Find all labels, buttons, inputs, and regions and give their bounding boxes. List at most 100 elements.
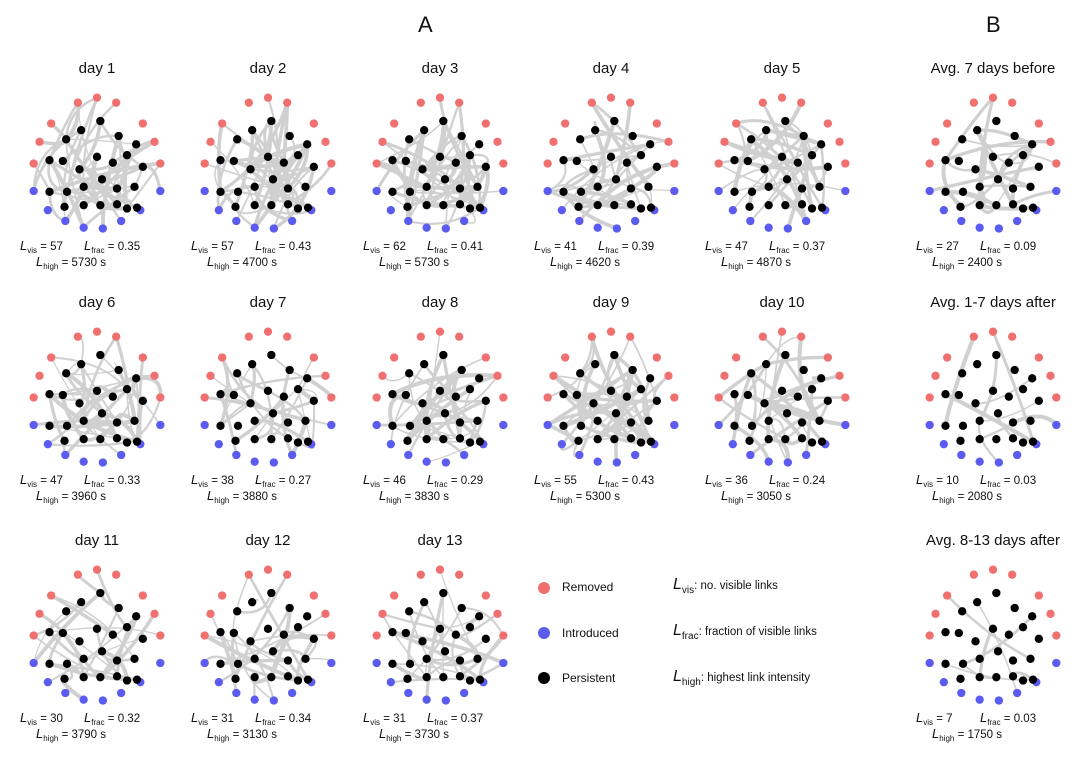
lhigh-stat: Lhigh = 4620 s [550,254,620,271]
lvis-stat: Lvis = 41 [534,238,577,255]
network-graph [697,320,867,470]
network-link [821,144,824,207]
persistent-node [234,188,242,196]
persistent-node [269,647,277,655]
persistent-node [730,188,738,196]
introduced-node [460,217,468,225]
network-link [140,401,143,444]
persistent-node [589,399,597,407]
removed-node [156,159,164,167]
introduced-node [30,659,38,667]
persistent-node [973,126,981,134]
introduced-node [270,458,278,466]
persistent-node [482,635,490,643]
persistent-node [941,422,949,430]
introduced-node [44,678,52,686]
lvis-stat: Lvis = 31 [191,710,234,727]
introduced-node [940,440,948,448]
removed-node [1008,571,1016,579]
persistent-node [423,201,431,209]
introduced-node [232,689,240,697]
persistent-node [284,672,292,680]
persistent-node [475,140,483,148]
persistent-node [458,366,466,374]
persistent-node [466,676,474,684]
lhigh-stat: Lhigh = 3790 s [36,726,106,743]
persistent-node [264,153,272,161]
persistent-node [1019,438,1027,446]
removed-node [931,372,939,380]
persistent-node [958,135,966,143]
panel-title: Avg. 8-13 days after [908,532,1075,549]
persistent-node [1019,385,1027,393]
persistent-node [1026,417,1034,425]
persistent-node [63,422,71,430]
introduced-node [387,206,395,214]
persistent-node [456,184,464,192]
persistent-node [594,183,602,191]
introduced-node [841,187,849,195]
network-graph [908,86,1075,236]
persistent-node [286,604,294,612]
introduced-node [117,451,125,459]
removed-node [156,393,164,401]
network-graph [526,320,696,470]
persistent-node [653,163,661,171]
persistent-node [423,435,431,443]
persistent-node [130,417,138,425]
removed-node [653,353,661,361]
network-graph [183,558,353,708]
panel-title: day 4 [526,60,696,77]
persistent-node [439,351,447,359]
lvis-stat: Lvis = 27 [916,238,959,255]
persistent-node [115,132,123,140]
removed-node [150,138,158,146]
network-link [307,378,331,397]
persistent-node [77,360,85,368]
persistent-node [441,647,449,655]
introduced-node [976,458,984,466]
removed-node [970,99,978,107]
persistent-node [436,153,444,161]
introduced-node [404,451,412,459]
persistent-node [452,631,460,639]
persistent-node [267,589,275,597]
introduced-node [715,421,723,429]
persistent-node [466,623,474,631]
removed-node [112,333,120,341]
persistent-node [267,351,275,359]
persistent-node [646,140,654,148]
introduced-node [327,421,335,429]
removed-node [321,372,329,380]
introduced-node [729,440,737,448]
removed-node [607,328,615,336]
persistent-node [130,183,138,191]
persistent-node [439,435,447,443]
persistent-node [594,417,602,425]
persistent-node [403,675,411,683]
persistent-node [310,635,318,643]
persistent-node [60,203,68,211]
persistent-node [216,156,224,164]
introduced-node [387,678,395,686]
persistent-node [284,418,292,426]
persistent-node [818,204,826,212]
removed-node [455,333,463,341]
persistent-node [476,438,484,446]
removed-node [720,372,728,380]
persistent-node [301,655,309,663]
removed-node [759,99,767,107]
network-graph [12,320,182,470]
removed-node [1035,119,1043,127]
persistent-node [976,201,984,209]
removed-node [1046,372,1054,380]
lhigh-stat: Lhigh = 5730 s [36,254,106,271]
removed-node [321,610,329,618]
persistent-node [60,675,68,683]
